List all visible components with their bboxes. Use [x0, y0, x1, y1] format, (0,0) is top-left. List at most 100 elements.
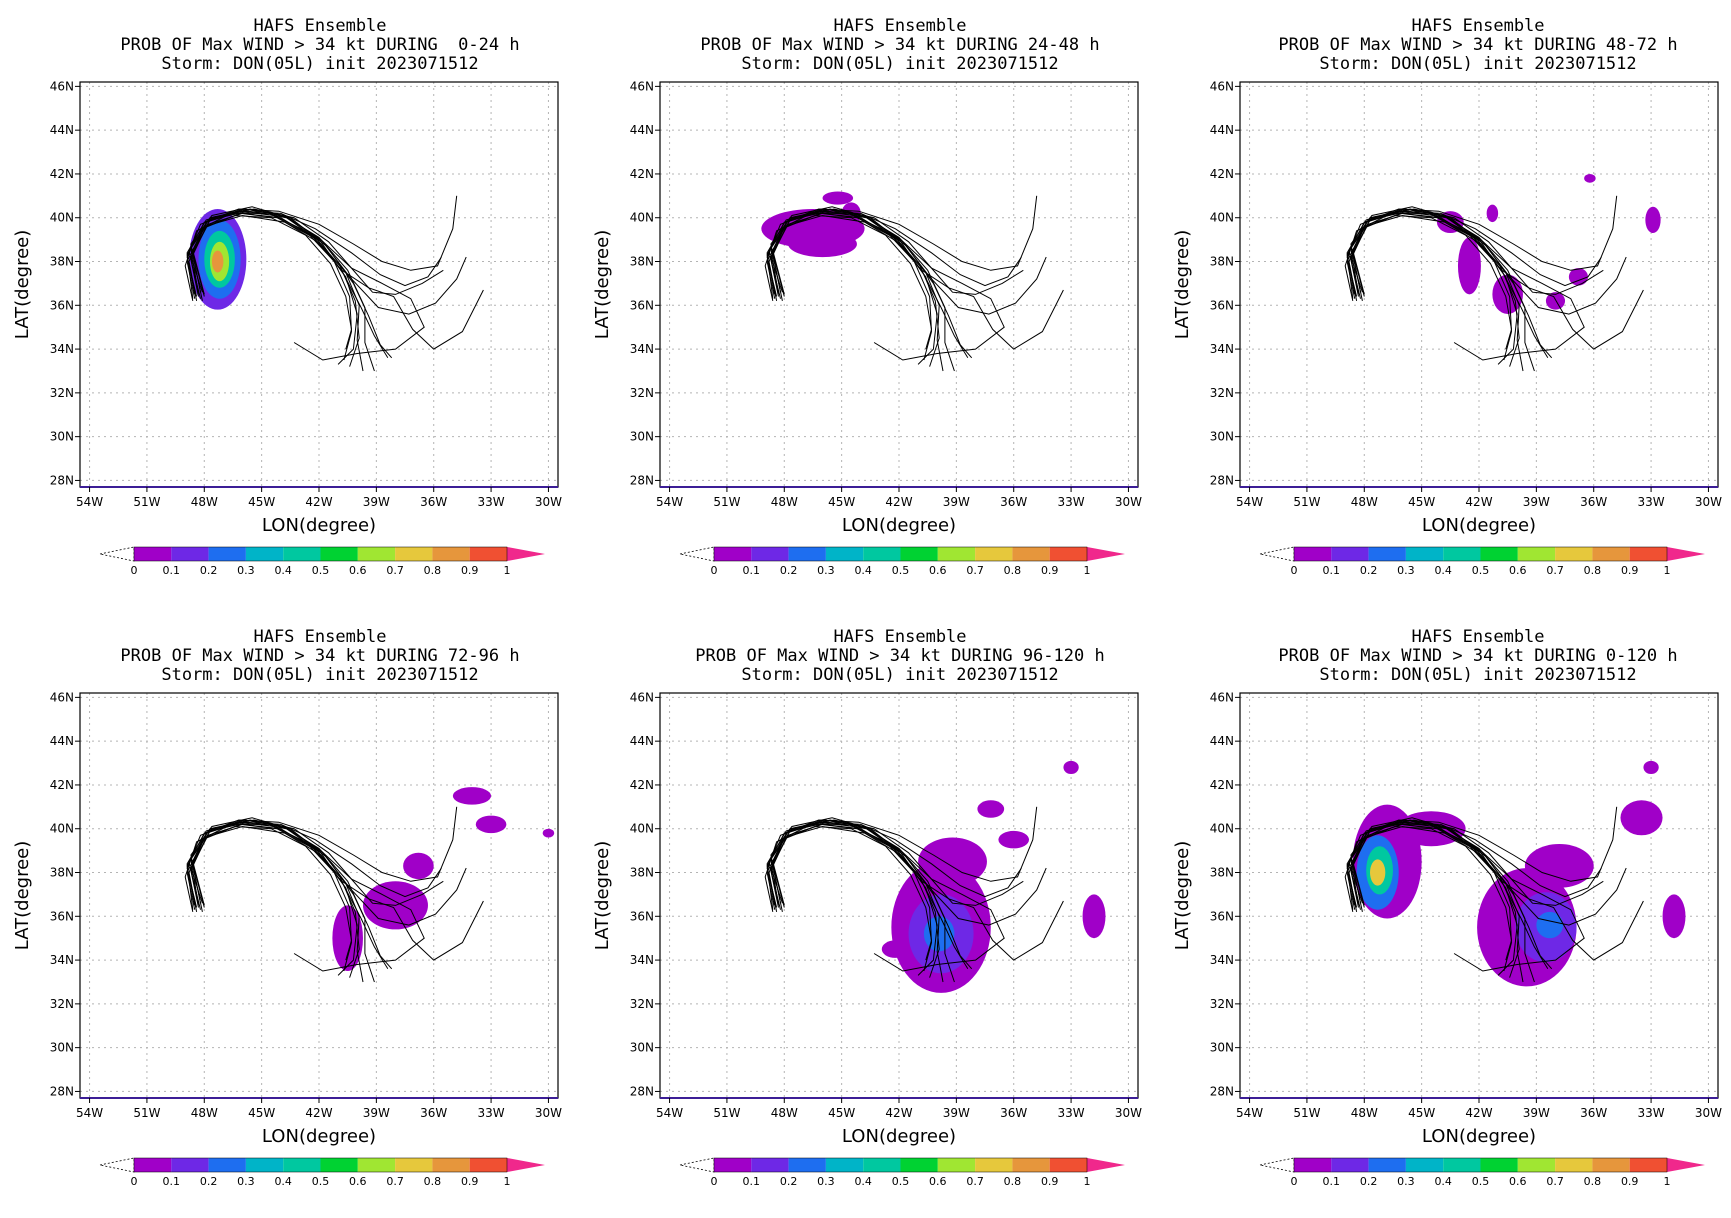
- colorbar-swatch: [1629, 1158, 1667, 1172]
- lat-tick-label: 32N: [630, 386, 654, 400]
- lat-tick-label: 32N: [50, 386, 74, 400]
- colorbar-swatch: [208, 1158, 246, 1172]
- track-line: [768, 208, 1047, 315]
- colorbar: 0 0.1 0.2 0.3 0.4 0.5 0.6 0.7 0.8 0.9 1: [679, 546, 1125, 577]
- title-storm-info: Storm: DON(05L) init 2023071512: [1319, 665, 1637, 685]
- panel-title-p0-120: HAFS Ensemble PROB OF Max WIND > 34 kt DU…: [1178, 628, 1731, 685]
- lon-tick-label: 51W: [133, 1106, 160, 1120]
- lat-tick-label: 28N: [630, 1084, 654, 1098]
- colorbar-label: 0.9: [461, 1175, 479, 1188]
- title-model-name: HAFS Ensemble: [253, 16, 387, 36]
- colorbar-swatch: [825, 1158, 864, 1172]
- probability-area: [788, 230, 857, 258]
- lon-tick-label: 30W: [535, 1106, 562, 1120]
- y-axis-label: LAT(degree): [1172, 230, 1193, 339]
- title-probability-window: PROB OF Max WIND > 34 kt DURING 24-48 h: [700, 35, 1100, 55]
- probability-area: [1370, 859, 1386, 886]
- lat-tick-label: 38N: [630, 255, 654, 269]
- lat-tick-label: 36N: [1210, 909, 1234, 923]
- lon-tick-label: 36W: [1580, 495, 1607, 509]
- colorbar-label: 0.6: [349, 1175, 367, 1188]
- lon-tick-label: 36W: [1000, 495, 1027, 509]
- track-line: [186, 208, 425, 361]
- gridlines: [1240, 693, 1718, 1098]
- colorbar-label: 0.5: [312, 564, 330, 577]
- colorbar-swatch: [788, 547, 826, 561]
- lat-tick-label: 38N: [630, 866, 654, 880]
- colorbar-label: 0.8: [1004, 1175, 1022, 1188]
- x-axis-label: LON(degree): [1422, 1126, 1536, 1147]
- colorbar-label: 0.2: [1360, 1175, 1378, 1188]
- colorbar-swatch: [751, 547, 789, 561]
- colorbar-swatch: [171, 1158, 209, 1172]
- probability-shading: [1352, 760, 1686, 987]
- probability-area: [1524, 844, 1594, 888]
- lat-tick-label: 32N: [50, 997, 74, 1011]
- colorbar-swatch: [1443, 1158, 1481, 1172]
- title-model-name: HAFS Ensemble: [1411, 627, 1545, 647]
- track-line: [190, 823, 364, 983]
- ensemble-tracks: [764, 806, 1064, 983]
- track-line: [770, 212, 944, 372]
- colorbar-swatch: [1294, 1158, 1332, 1172]
- track-line: [1346, 208, 1585, 361]
- probability-area: [332, 905, 363, 972]
- title-storm-info: Storm: DON(05L) init 2023071512: [741, 54, 1059, 74]
- colorbar-over-triangle: [507, 1158, 545, 1172]
- colorbar-label: 0: [711, 564, 718, 577]
- colorbar-label: 0.9: [1621, 1175, 1639, 1188]
- track-line: [188, 214, 353, 350]
- lat-tick-label: 32N: [630, 997, 654, 1011]
- colorbar-swatch: [751, 1158, 789, 1172]
- probability-area: [1568, 268, 1588, 286]
- lat-tick-label: 44N: [630, 123, 654, 137]
- lat-tick-label: 38N: [50, 255, 74, 269]
- colorbar-label: 0.4: [1434, 564, 1452, 577]
- colorbar-swatch: [171, 547, 209, 561]
- colorbar-label: 0.7: [386, 564, 404, 577]
- colorbar-label: 0.1: [163, 564, 181, 577]
- gridlines: [1240, 82, 1718, 487]
- track-line: [1350, 823, 1524, 983]
- colorbar-under-triangle: [99, 546, 135, 562]
- title-probability-window: PROB OF Max WIND > 34 kt DURING 96-120 h: [695, 646, 1105, 666]
- probability-shading: [188, 208, 247, 310]
- colorbar-over-triangle: [1087, 1158, 1125, 1172]
- colorbar-label: 0.1: [1323, 564, 1341, 577]
- lon-tick-label: 39W: [1523, 495, 1550, 509]
- colorbar-under-triangle: [99, 1157, 135, 1173]
- colorbar-swatch: [1049, 1158, 1087, 1172]
- lat-tick-label: 34N: [630, 342, 654, 356]
- lon-tick-label: 54W: [1236, 495, 1263, 509]
- colorbar-label: 0.4: [1434, 1175, 1452, 1188]
- colorbar-swatch: [469, 1158, 507, 1172]
- title-model-name: HAFS Ensemble: [253, 627, 387, 647]
- track-line: [190, 208, 444, 295]
- colorbar-swatch: [432, 1158, 470, 1172]
- track-line: [768, 819, 1047, 926]
- lat-tick-label: 34N: [1210, 953, 1234, 967]
- colorbar-swatch: [1555, 1158, 1593, 1172]
- colorbar-swatch: [975, 547, 1013, 561]
- lat-tick-label: 28N: [50, 1084, 74, 1098]
- track-line: [766, 819, 1005, 972]
- colorbar-label: 0.2: [1360, 564, 1378, 577]
- lon-tick-label: 36W: [420, 495, 447, 509]
- colorbar-label: 1: [1664, 564, 1671, 577]
- lon-tick-label: 51W: [133, 495, 160, 509]
- title-probability-window: PROB OF Max WIND > 34 kt DURING 72-96 h: [120, 646, 520, 666]
- title-storm-info: Storm: DON(05L) init 2023071512: [161, 665, 479, 685]
- colorbar: 0 0.1 0.2 0.3 0.4 0.5 0.6 0.7 0.8 0.9 1: [99, 546, 545, 577]
- probability-area: [1457, 237, 1481, 295]
- panel-title-p96-120: HAFS Ensemble PROB OF Max WIND > 34 kt DU…: [600, 628, 1200, 685]
- lon-tick-label: 48W: [771, 1106, 798, 1120]
- track-line: [766, 208, 1005, 361]
- y-axis-label: LAT(degree): [12, 841, 33, 950]
- lon-tick-label: 51W: [713, 1106, 740, 1120]
- colorbar-swatch: [1480, 1158, 1518, 1172]
- colorbar-label: 0.3: [237, 564, 255, 577]
- track-line: [188, 208, 467, 315]
- colorbar-label: 1: [1664, 1175, 1671, 1188]
- lon-tick-label: 42W: [1465, 1106, 1492, 1120]
